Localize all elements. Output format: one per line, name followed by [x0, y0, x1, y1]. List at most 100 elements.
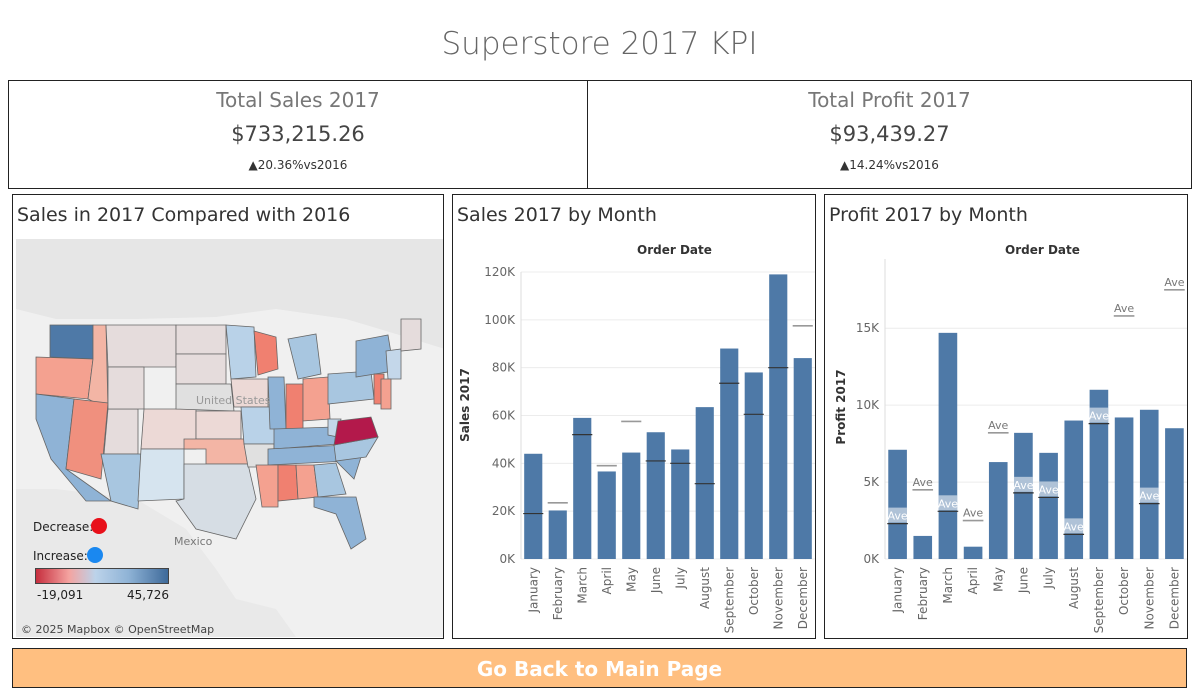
x-tick-label: February	[551, 567, 565, 620]
x-tick-label: August	[1067, 567, 1081, 609]
bar-april	[597, 471, 616, 559]
decrease-dot-icon	[91, 518, 107, 534]
legend-color-ramp	[35, 568, 169, 584]
reference-label: Ave	[938, 497, 958, 510]
state-delaware-maryland[interactable]	[380, 378, 392, 410]
reference-label-bg	[888, 507, 907, 523]
reference-label: Ave	[1064, 520, 1084, 533]
legend-min-label: -19,091	[37, 588, 84, 602]
bar-november	[1139, 409, 1159, 559]
reference-label: Ave	[1114, 302, 1134, 315]
x-tick-label: May	[991, 567, 1005, 592]
x-tick-label: September	[1092, 567, 1106, 633]
x-tick-label: May	[624, 567, 638, 592]
y-tick-label: 40K	[492, 456, 516, 470]
state-maine[interactable]	[400, 318, 422, 352]
state-south-dakota[interactable]	[175, 353, 227, 385]
map-label-us: United States	[196, 394, 271, 407]
state-pennsylvania[interactable]	[327, 370, 375, 405]
state-florida[interactable]	[313, 496, 367, 550]
x-tick-label: October	[747, 567, 761, 615]
bar-june	[1014, 432, 1033, 559]
state-north-dakota[interactable]	[175, 324, 227, 355]
y-tick-label: 0K	[499, 552, 516, 566]
x-tick-label: April	[600, 567, 614, 594]
bar-october	[1114, 417, 1134, 559]
state-texas[interactable]	[175, 463, 257, 540]
state-oklahoma[interactable]	[183, 438, 249, 465]
bar-may	[988, 462, 1008, 559]
bar-november	[769, 274, 788, 559]
map-label-mexico: Mexico	[174, 535, 213, 548]
sales-y-title: Sales 2017	[458, 368, 472, 442]
profit-x-title: Order Date	[1005, 243, 1080, 257]
x-tick-label: March	[575, 567, 589, 604]
y-tick-label: 20K	[492, 504, 516, 518]
x-tick-label: April	[966, 567, 980, 594]
bar-march	[938, 332, 958, 559]
state-montana[interactable]	[105, 324, 177, 368]
bar-july	[671, 449, 690, 559]
map-panel: Sales in 2017 Compared with 2016	[12, 194, 444, 639]
state-kansas[interactable]	[195, 410, 242, 440]
state-wisconsin[interactable]	[253, 330, 279, 376]
y-tick-label: 120K	[484, 265, 516, 279]
sales-x-title: Order Date	[637, 243, 712, 257]
x-tick-label: August	[698, 567, 712, 609]
state-indiana[interactable]	[285, 383, 304, 430]
bar-september	[1089, 389, 1109, 559]
y-tick-label: 60K	[492, 409, 516, 423]
bar-october	[744, 372, 763, 559]
profit-chart-title: Profit 2017 by Month	[829, 204, 1028, 226]
kpi-sales-title: Total Sales 2017	[216, 88, 380, 112]
sales-chart-title: Sales 2017 by Month	[457, 204, 657, 226]
legend-increase-label: Increase:	[33, 549, 88, 563]
state-ohio[interactable]	[302, 376, 331, 422]
bar-february	[913, 535, 933, 559]
state-oregon[interactable]	[35, 356, 94, 400]
state-virginia[interactable]	[333, 416, 379, 446]
state-louisiana[interactable]	[255, 464, 279, 508]
state-illinois[interactable]	[267, 376, 287, 430]
x-tick-label: June	[649, 567, 663, 594]
kpi-profit-delta: ▲14.24%vs2016	[840, 158, 939, 172]
sales-chart-panel: Sales 2017 by Month Order Date Sales 201…	[452, 194, 816, 639]
state-georgia[interactable]	[313, 462, 347, 498]
reference-label: Ave	[887, 510, 907, 523]
sales-chart-svg: Sales 2017 0K 20K 40K 60K 80K 100K 120K January…	[458, 265, 815, 633]
state-utah[interactable]	[103, 408, 139, 455]
profit-y-title: Profit 2017	[834, 369, 848, 444]
canada-land	[16, 239, 443, 349]
x-tick-label: July	[1042, 567, 1056, 590]
legend-max-label: 45,726	[127, 588, 169, 602]
x-tick-label: November	[771, 567, 785, 629]
state-washington[interactable]	[49, 324, 94, 360]
reference-label: Ave	[1038, 483, 1058, 496]
state-new-mexico[interactable]	[137, 448, 185, 502]
reference-label: Ave	[1089, 410, 1109, 423]
map-attribution[interactable]: © 2025 Mapbox © OpenStreetMap	[21, 623, 215, 636]
x-tick-label: January	[891, 567, 905, 614]
state-arizona[interactable]	[100, 453, 142, 510]
x-tick-label: October	[1117, 567, 1131, 615]
reference-label: Ave	[988, 419, 1008, 432]
y-tick-label: 5K	[863, 475, 880, 489]
reference-label: Ave	[913, 476, 933, 489]
state-nevada[interactable]	[65, 398, 109, 480]
state-wyoming[interactable]	[107, 366, 145, 410]
profit-chart-panel: Profit 2017 by Month Order Date Profit 2…	[824, 194, 1188, 639]
state-new-england[interactable]	[385, 348, 402, 380]
reference-label: Ave	[1013, 479, 1033, 492]
reference-label-bg	[938, 495, 958, 511]
profit-chart-svg: Profit 2017 0K 5K 10K 15K Ave January Ave Febru…	[834, 259, 1187, 633]
map-svg: United States Mexico	[16, 239, 443, 637]
x-tick-label: November	[1142, 567, 1156, 629]
back-to-main-button[interactable]: Go Back to Main Page	[12, 648, 1187, 688]
state-minnesota[interactable]	[225, 324, 257, 380]
kpi-sales-delta: ▲20.36%vs2016	[248, 158, 348, 172]
us-sales-map[interactable]: United States Mexico	[16, 239, 443, 637]
state-mississippi[interactable]	[277, 464, 299, 502]
bar-june	[646, 432, 665, 559]
reference-label: Ave	[963, 507, 983, 520]
state-michigan[interactable]	[287, 333, 322, 380]
